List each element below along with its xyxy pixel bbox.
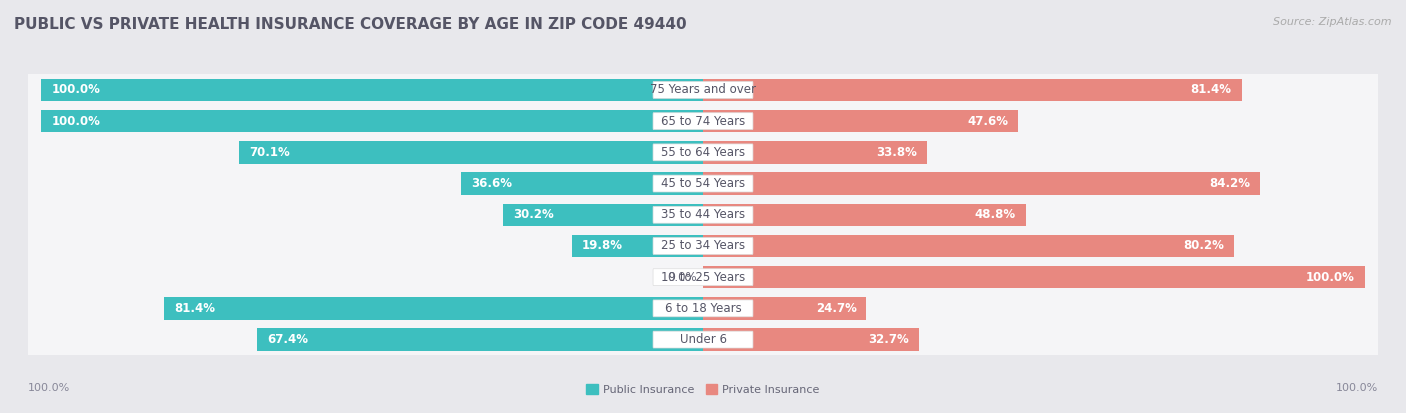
Bar: [461, 172, 703, 195]
FancyBboxPatch shape: [652, 237, 754, 254]
Bar: [28, 199, 1378, 230]
Text: 32.7%: 32.7%: [869, 333, 910, 346]
Bar: [28, 230, 1378, 261]
Bar: [703, 235, 1233, 257]
Text: 80.2%: 80.2%: [1182, 240, 1223, 252]
Bar: [28, 106, 1378, 137]
Text: PUBLIC VS PRIVATE HEALTH INSURANCE COVERAGE BY AGE IN ZIP CODE 49440: PUBLIC VS PRIVATE HEALTH INSURANCE COVER…: [14, 17, 686, 31]
Text: 100.0%: 100.0%: [1306, 271, 1355, 284]
Text: 81.4%: 81.4%: [174, 302, 215, 315]
Text: Source: ZipAtlas.com: Source: ZipAtlas.com: [1274, 17, 1392, 26]
Bar: [28, 293, 1378, 324]
Bar: [703, 204, 1026, 226]
Text: 84.2%: 84.2%: [1209, 177, 1250, 190]
Bar: [703, 328, 920, 351]
Text: 48.8%: 48.8%: [974, 208, 1017, 221]
Bar: [703, 79, 1241, 101]
Bar: [703, 297, 866, 320]
Text: 65 to 74 Years: 65 to 74 Years: [661, 115, 745, 128]
Bar: [703, 141, 927, 164]
Bar: [28, 324, 1378, 355]
Bar: [503, 204, 703, 226]
Text: 35 to 44 Years: 35 to 44 Years: [661, 208, 745, 221]
Bar: [703, 266, 1365, 288]
FancyBboxPatch shape: [652, 113, 754, 130]
Text: 47.6%: 47.6%: [967, 115, 1008, 128]
FancyBboxPatch shape: [652, 331, 754, 348]
Text: 100.0%: 100.0%: [28, 383, 70, 393]
Bar: [703, 172, 1260, 195]
Text: 24.7%: 24.7%: [815, 302, 856, 315]
Bar: [41, 110, 703, 133]
Legend: Public Insurance, Private Insurance: Public Insurance, Private Insurance: [582, 380, 824, 399]
Bar: [703, 110, 1018, 133]
Text: 36.6%: 36.6%: [471, 177, 512, 190]
Text: 6 to 18 Years: 6 to 18 Years: [665, 302, 741, 315]
FancyBboxPatch shape: [652, 144, 754, 161]
FancyBboxPatch shape: [652, 300, 754, 317]
Text: 81.4%: 81.4%: [1191, 83, 1232, 97]
Text: 33.8%: 33.8%: [876, 146, 917, 159]
Text: 100.0%: 100.0%: [1336, 383, 1378, 393]
Bar: [28, 261, 1378, 293]
Text: 55 to 64 Years: 55 to 64 Years: [661, 146, 745, 159]
Text: 19.8%: 19.8%: [582, 240, 623, 252]
Text: 67.4%: 67.4%: [267, 333, 308, 346]
Text: 45 to 54 Years: 45 to 54 Years: [661, 177, 745, 190]
FancyBboxPatch shape: [652, 206, 754, 223]
Bar: [165, 297, 703, 320]
Text: Under 6: Under 6: [679, 333, 727, 346]
Text: 0.0%: 0.0%: [666, 271, 696, 284]
FancyBboxPatch shape: [652, 81, 754, 98]
Bar: [28, 137, 1378, 168]
Bar: [239, 141, 703, 164]
Text: 25 to 34 Years: 25 to 34 Years: [661, 240, 745, 252]
Text: 75 Years and over: 75 Years and over: [650, 83, 756, 97]
Text: 70.1%: 70.1%: [249, 146, 290, 159]
Text: 19 to 25 Years: 19 to 25 Years: [661, 271, 745, 284]
FancyBboxPatch shape: [652, 269, 754, 286]
Bar: [28, 74, 1378, 106]
Text: 30.2%: 30.2%: [513, 208, 554, 221]
Bar: [28, 168, 1378, 199]
Text: 100.0%: 100.0%: [51, 115, 100, 128]
Bar: [41, 79, 703, 101]
Bar: [257, 328, 703, 351]
FancyBboxPatch shape: [652, 175, 754, 192]
Bar: [572, 235, 703, 257]
Text: 100.0%: 100.0%: [51, 83, 100, 97]
